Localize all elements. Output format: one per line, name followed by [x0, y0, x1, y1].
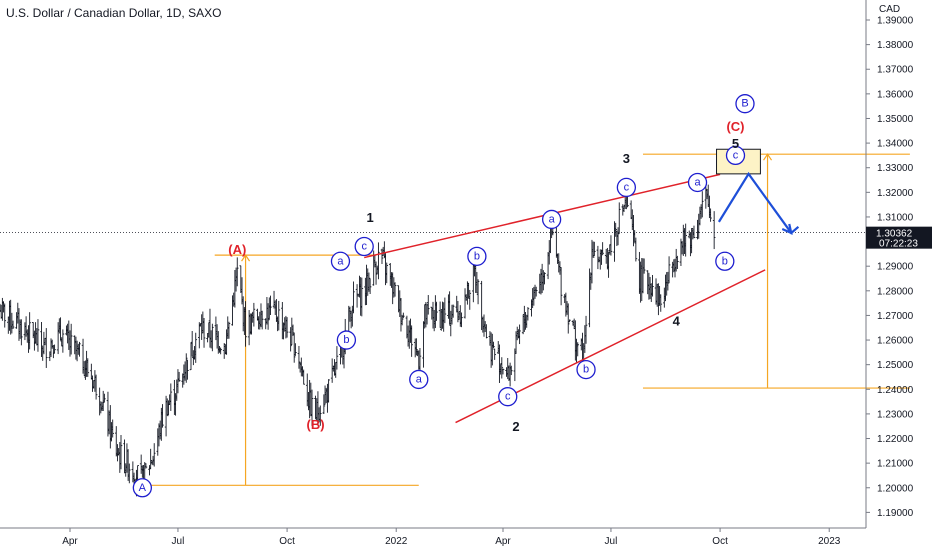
currency-label: CAD	[879, 4, 900, 15]
price-tick-label: 1.23000	[877, 409, 914, 420]
time-axis: Apr Jul Oct 2022 Apr Jul Oct 2023	[0, 527, 866, 547]
wave-label-circle	[409, 369, 429, 390]
wave-label-b: b	[343, 334, 349, 346]
price-tick-label: 1.35000	[877, 114, 914, 125]
wave-label-circle	[498, 387, 518, 407]
price-tick-label: 1.26000	[877, 336, 914, 347]
last-price-value: 1.30362	[876, 229, 913, 240]
price-tick-label: 1.36000	[877, 89, 914, 100]
time-tick-label: Jul	[172, 536, 185, 547]
wave-label-number: 4	[673, 313, 681, 328]
price-tick-label: 1.39000	[877, 16, 914, 27]
price-tick-label: 1.19000	[877, 508, 914, 519]
wave-label-circle	[735, 94, 755, 114]
time-tick-label: Oct	[712, 536, 728, 547]
wave-label-c: c	[505, 391, 511, 403]
price-tick-label: 1.27000	[877, 311, 914, 322]
fib-levels	[142, 153, 910, 486]
chart-title: U.S. Dollar / Canadian Dollar, 1D, SAXO	[6, 6, 222, 20]
time-tick-label: Oct	[279, 536, 295, 547]
price-tick-label: 1.24000	[877, 385, 914, 396]
last-price-tag	[866, 226, 932, 249]
wave-label-a: a	[416, 373, 423, 385]
wave-label-circle	[467, 246, 487, 266]
price-bars	[0, 178, 716, 497]
wave-label-circle	[687, 172, 708, 193]
wave-label-red: (A)	[228, 242, 246, 257]
price-tick-label: 1.29000	[877, 262, 914, 273]
time-tick-label: Apr	[495, 536, 511, 547]
wave-label-red: (B)	[307, 417, 325, 432]
time-tick-label: Jul	[605, 536, 618, 547]
wave-label-c: c	[624, 181, 630, 193]
price-tick-label: 1.33000	[877, 163, 914, 174]
price-tick-label: 1.21000	[877, 459, 914, 470]
projection-line	[717, 171, 800, 235]
projection-path	[717, 171, 800, 235]
time-tick-label: Apr	[62, 536, 78, 547]
price-tick-label: 1.20000	[877, 483, 914, 494]
wave-label-circle	[725, 145, 746, 166]
wave-label-number: 2	[512, 419, 519, 434]
wave-label-a: a	[694, 176, 701, 188]
price-tick-label: 1.31000	[877, 212, 914, 223]
wave-label-red: (C)	[726, 119, 744, 134]
wave-label-circle	[616, 177, 637, 198]
wave-label-a: A	[139, 482, 147, 494]
wave-label-number: 5	[732, 136, 739, 151]
wave-label-b: B	[741, 98, 748, 110]
projection-arrowhead	[781, 223, 793, 235]
wave-label-b: b	[474, 250, 480, 262]
price-tick-label: 1.38000	[877, 40, 914, 51]
wave-label-circle	[541, 209, 562, 230]
wave-label-a: a	[549, 213, 556, 225]
wave-label-circle	[576, 359, 596, 380]
wave-label-circle	[330, 251, 351, 271]
price-tick-label: 1.34000	[877, 139, 914, 150]
wave-label-b: b	[722, 255, 728, 267]
wave-label-number: 1	[367, 210, 374, 225]
wave-label-c: c	[733, 149, 739, 161]
wave-label-number: 3	[623, 151, 630, 166]
countdown-timer: 07:22:23	[879, 239, 918, 250]
wave-label-circle	[354, 236, 374, 257]
trendline-upper	[364, 173, 721, 259]
price-tick-label: 1.32000	[877, 188, 914, 199]
fib-measure-arrowhead	[241, 254, 251, 262]
price-tick-label: 1.28000	[877, 286, 914, 297]
price-tick-label: 1.37000	[877, 65, 914, 76]
wave-label-b: b	[583, 364, 589, 376]
fib-measure-arrowhead	[763, 153, 773, 161]
wave-label-circle	[715, 251, 735, 271]
time-tick-label: 2023	[818, 536, 841, 547]
wave-label-c: c	[361, 240, 367, 252]
wave-label-circle	[336, 330, 357, 350]
time-tick-label: 2022	[385, 536, 408, 547]
wave-label-circle	[132, 478, 153, 498]
price-tick-label: 1.22000	[877, 434, 914, 445]
wave-label-a: a	[337, 255, 344, 267]
price-tick-label: 1.25000	[877, 360, 914, 371]
